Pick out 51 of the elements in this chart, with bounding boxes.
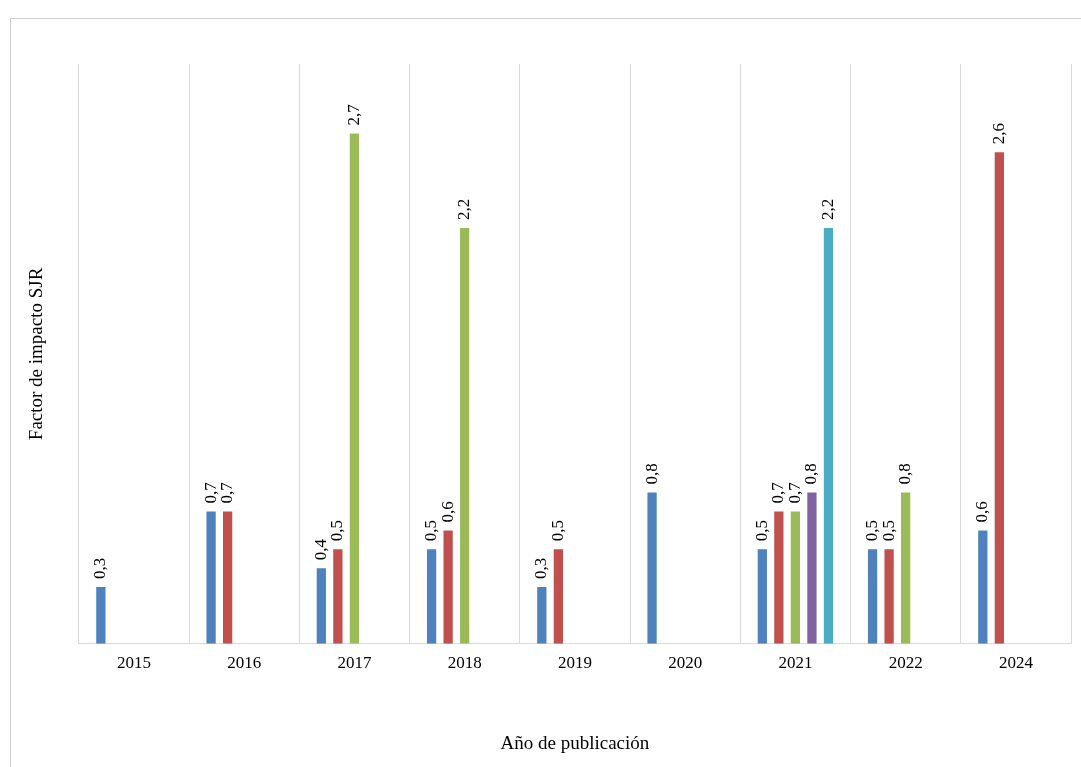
data-label: 0,5 (327, 520, 347, 542)
data-label: 2,7 (343, 103, 363, 126)
data-label: 0,8 (895, 463, 915, 485)
bar (647, 492, 657, 644)
bar (460, 227, 470, 644)
data-label: 0,5 (547, 520, 567, 542)
data-label: 0,8 (641, 463, 661, 485)
data-label: 2,6 (988, 123, 1008, 145)
x-tick-label: 2024 (998, 653, 1034, 673)
bar (96, 587, 106, 644)
bar (206, 511, 216, 644)
data-label: 0,7 (217, 481, 237, 504)
bar (333, 549, 343, 644)
data-label: 0,3 (90, 557, 110, 580)
data-label: 0,7 (200, 481, 220, 504)
bar (901, 492, 911, 644)
x-tick-label: 2018 (447, 653, 482, 673)
bar (349, 133, 360, 644)
data-label: 2,2 (817, 198, 837, 220)
data-label: 2,2 (454, 198, 474, 220)
x-tick-label: 2020 (668, 653, 703, 673)
data-label: 0,6 (437, 501, 457, 523)
bar (553, 549, 563, 644)
x-tick-label: 2015 (116, 653, 151, 673)
bar (316, 568, 326, 644)
bar (757, 549, 767, 644)
x-tick-label: 2016 (227, 653, 262, 673)
bar (790, 511, 801, 644)
x-tick-label: 2019 (557, 653, 592, 673)
data-label: 0,5 (751, 520, 771, 542)
bar (223, 511, 233, 644)
bar (774, 511, 784, 644)
x-tick-label: 2021 (778, 653, 813, 673)
bar (443, 530, 453, 644)
x-tick-label: 2017 (337, 653, 372, 673)
bar (537, 587, 547, 644)
data-label: 0,5 (421, 520, 441, 542)
data-label: 0,3 (531, 557, 551, 580)
bar (807, 492, 817, 644)
x-tick-label: 2022 (888, 653, 923, 673)
bar (994, 152, 1004, 644)
bar (884, 549, 894, 644)
bar (426, 549, 437, 644)
bar (978, 530, 988, 644)
data-label: 0,6 (972, 501, 992, 523)
bar (823, 227, 834, 644)
y-axis-title: Factor de impacto SJR (25, 267, 47, 441)
data-label: 0,4 (310, 538, 330, 561)
x-axis-title: Año de publicación (500, 731, 650, 753)
data-label: 0,8 (801, 463, 821, 485)
bar (867, 549, 878, 644)
